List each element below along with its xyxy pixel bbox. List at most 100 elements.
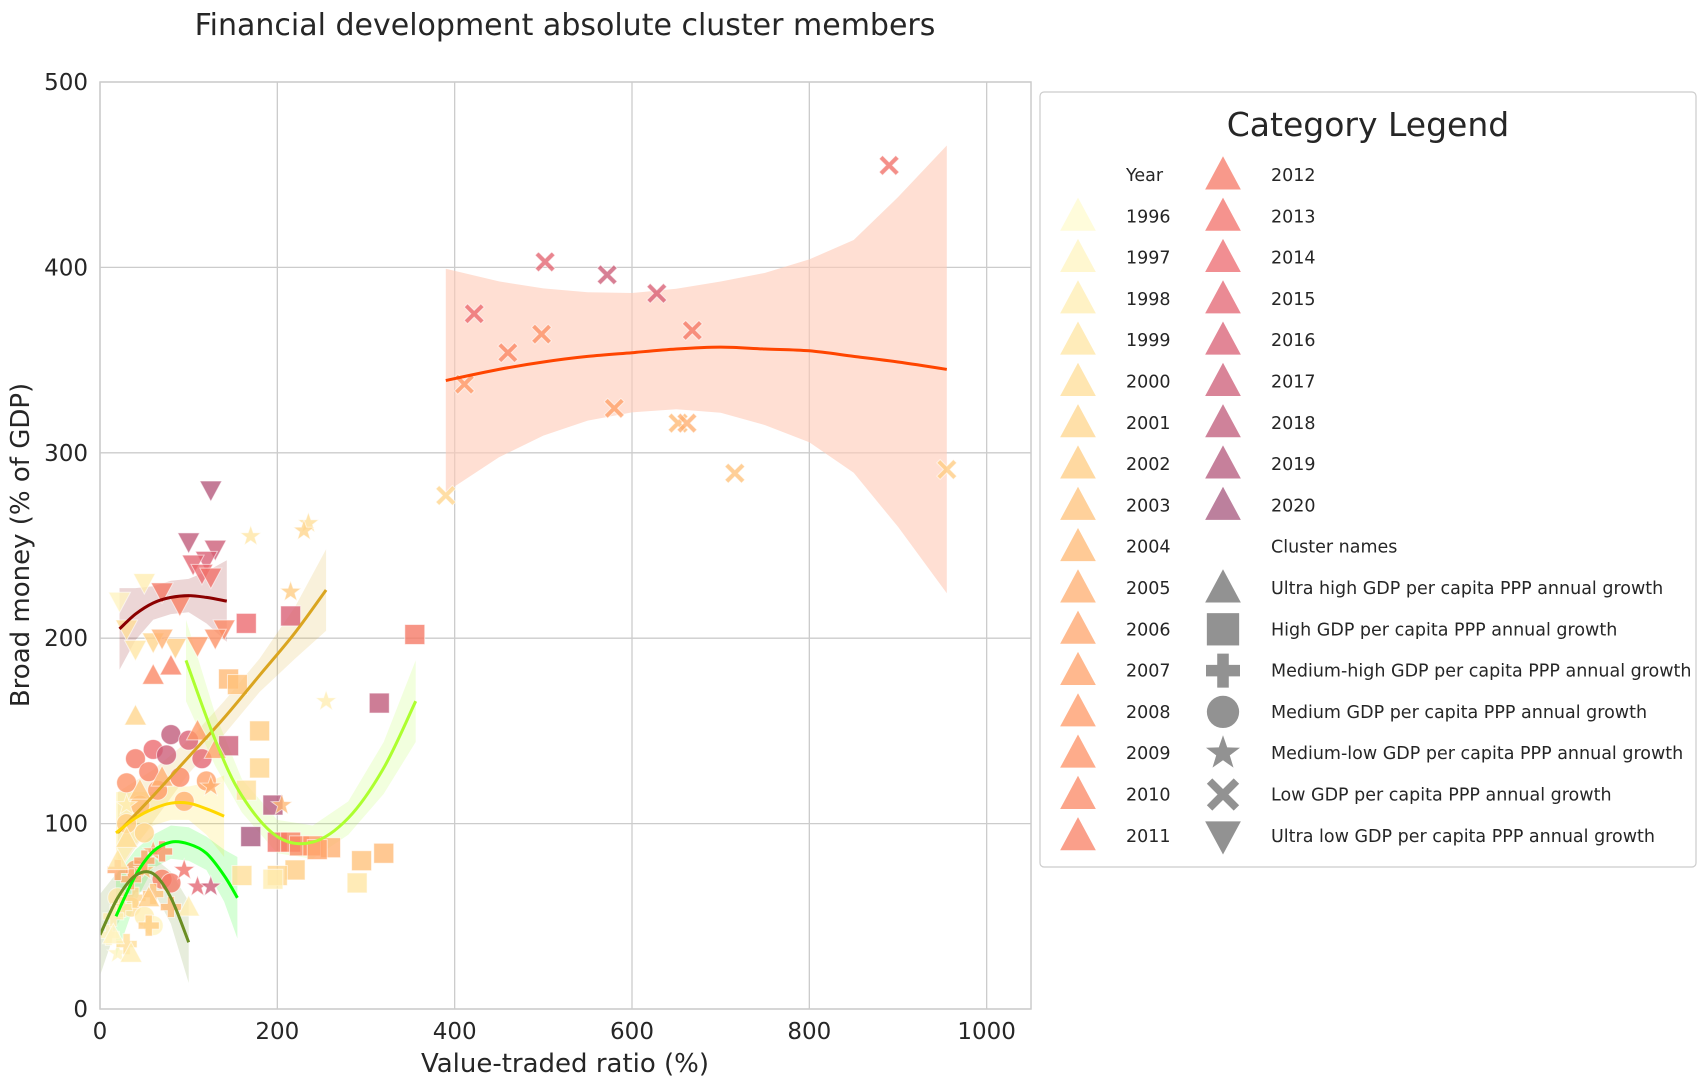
data-point [172, 857, 197, 881]
legend-entry-label: 2002 [1126, 455, 1171, 475]
legend-marker [1205, 321, 1241, 355]
x-tick-labels: 0 200 400 600 800 1000 [93, 1019, 1016, 1045]
data-point [878, 154, 900, 177]
legend-marker [1060, 569, 1096, 603]
legend-entry-label: 2007 [1126, 662, 1171, 682]
legend-marker [1060, 404, 1096, 438]
legend-marker [1060, 321, 1096, 355]
data-point [235, 612, 257, 634]
data-point [404, 624, 426, 645]
data-point [249, 720, 271, 742]
legend-entry-label: Ultra high GDP per capita PPP annual gro… [1271, 579, 1663, 599]
legend-marker [1205, 821, 1241, 855]
data-point [231, 865, 253, 886]
data-point [159, 653, 183, 676]
legend-entry-label: 2009 [1126, 744, 1171, 764]
legend-marker [1060, 610, 1096, 644]
fit-lines [100, 345, 948, 943]
legend-marker [1060, 197, 1096, 231]
fit-band-low [445, 145, 947, 594]
x-tick-label: 800 [787, 1019, 831, 1045]
legend-marker [1060, 280, 1096, 314]
y-tick-label: 100 [44, 812, 88, 838]
legend-marker [1205, 280, 1241, 314]
data-point [160, 872, 182, 894]
legend-marker [1060, 693, 1096, 727]
y-tick-label: 300 [44, 441, 88, 467]
data-point [156, 744, 177, 766]
legend-marker [1206, 778, 1240, 811]
legend-marker [1060, 817, 1096, 851]
fit-line [100, 870, 191, 943]
legend-entry-label: 2013 [1271, 207, 1316, 227]
x-tick-label: 600 [610, 1019, 654, 1045]
data-point [463, 303, 485, 325]
legend-entry-label: Medium-high GDP per capita PPP annual gr… [1271, 662, 1692, 682]
legend-entry-label: 1998 [1126, 290, 1171, 310]
legend-entry-label: 2000 [1126, 373, 1171, 393]
legend-marker [1206, 613, 1240, 646]
chart-title: Financial development absolute cluster m… [195, 8, 936, 43]
data-point [185, 718, 210, 741]
legend-marker [1205, 362, 1241, 396]
data-point [119, 940, 143, 963]
scatter-points [100, 154, 958, 964]
legend-section-title: Year [1125, 166, 1164, 186]
legend-entry-label: 2003 [1126, 496, 1171, 516]
data-point [198, 480, 223, 503]
data-point [203, 539, 228, 562]
y-tick-label: 200 [44, 626, 88, 652]
data-point [724, 462, 746, 484]
legend-entry-label: 2015 [1271, 290, 1316, 310]
y-tick-label: 0 [73, 997, 88, 1023]
data-point [497, 342, 519, 364]
data-point [185, 636, 210, 659]
legend-entry-label: 2018 [1271, 414, 1316, 434]
data-point [240, 826, 262, 848]
data-point [284, 859, 306, 881]
legend-marker [1206, 653, 1240, 688]
fit-line [118, 594, 228, 631]
legend-marker [1205, 404, 1241, 438]
data-point [151, 840, 174, 863]
fit-line [445, 345, 948, 382]
legend-marker [1205, 486, 1241, 520]
data-point [136, 885, 161, 908]
legend-marker [1206, 735, 1240, 768]
data-point [137, 914, 160, 937]
legend-entry-label: 2008 [1126, 703, 1171, 723]
data-point [111, 896, 134, 919]
legend-entry-label: 2010 [1126, 786, 1171, 806]
data-point [150, 582, 174, 605]
legend-marker [1060, 445, 1096, 479]
legend-items: Year 1996 1997 1998 1999 2000 2001 2002 2003 2004… [1060, 156, 1692, 855]
fit-line [184, 659, 418, 846]
legend-marker [1205, 156, 1241, 190]
x-tick-label: 0 [93, 1019, 108, 1045]
fit-line [116, 589, 328, 834]
data-point [534, 251, 556, 273]
data-point [160, 724, 182, 746]
data-point [203, 628, 228, 651]
legend-entry-label: 2016 [1271, 331, 1316, 351]
data-point [238, 523, 263, 547]
data-point [169, 766, 191, 788]
legend-marker [1060, 238, 1096, 273]
data-point [128, 777, 152, 800]
legend-entry-label: Medium GDP per capita PPP annual growth [1271, 703, 1647, 723]
data-point [198, 567, 223, 590]
legend-entry-label: 1996 [1126, 207, 1171, 227]
data-point [435, 484, 457, 507]
data-point [163, 638, 188, 661]
legend: Category Legend Year 1996 1997 1998 1999 2000… [1039, 91, 1697, 868]
legend-entry-label: 2020 [1271, 496, 1316, 516]
y-tick-label: 500 [44, 70, 88, 96]
data-point [603, 397, 625, 419]
legend-marker [1060, 775, 1096, 809]
legend-entry-label: 1997 [1126, 249, 1171, 269]
data-point [530, 323, 553, 345]
legend-title: Category Legend [1227, 105, 1509, 144]
legend-entry-label: 1999 [1126, 331, 1171, 351]
plot-frame [99, 81, 1032, 1010]
data-point [291, 518, 316, 541]
